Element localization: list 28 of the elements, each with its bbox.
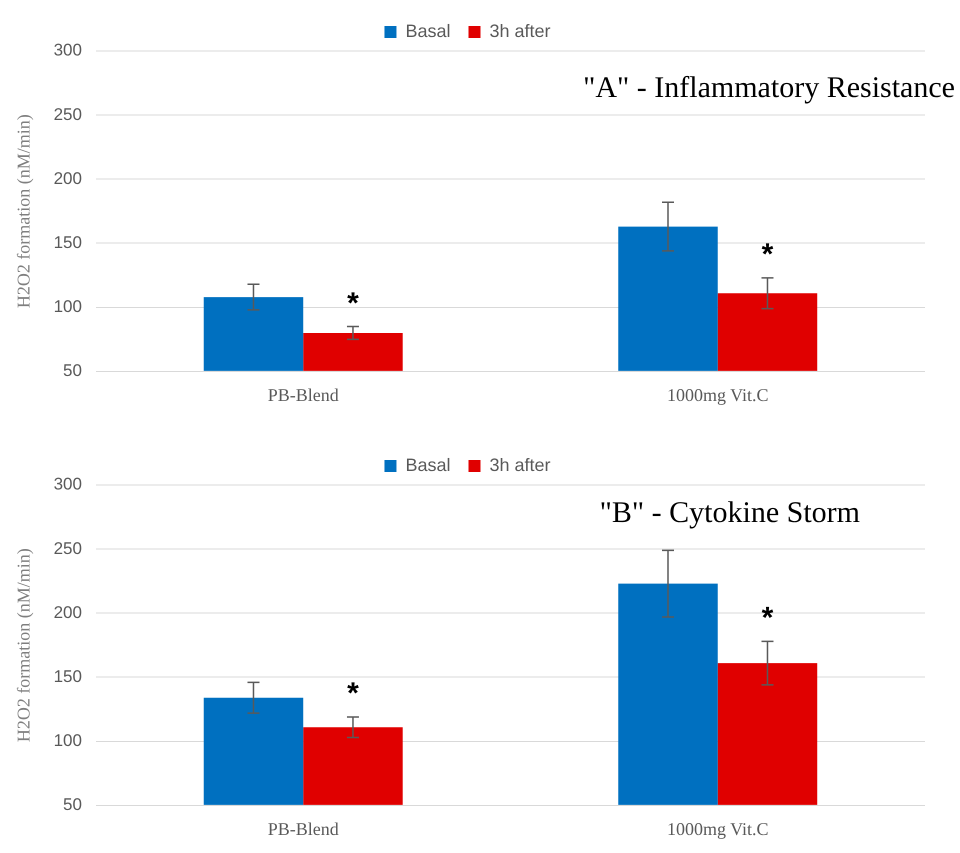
y-tick-label: 300: [54, 40, 82, 60]
legend-label: 3h after: [489, 454, 551, 475]
y-tick-label: 200: [54, 602, 82, 622]
y-tick-label: 300: [54, 474, 82, 494]
annotation: *: [762, 238, 774, 272]
legend-label: Basal: [405, 20, 450, 41]
y-tick-label: 250: [54, 538, 82, 558]
y-tick-label: 100: [54, 731, 82, 750]
legend-label: Basal: [405, 454, 450, 475]
y-tick-label: 250: [54, 104, 82, 124]
y-tick-label: 50: [63, 795, 82, 814]
y-axis-title: H2O2 formation (nM/min): [14, 548, 34, 742]
annotation: *: [347, 286, 360, 320]
x-tick-label: 1000mg Vit.C: [666, 818, 769, 839]
x-tick-label: 1000mg Vit.C: [666, 384, 769, 405]
y-tick-label: 150: [54, 232, 82, 252]
x-tick-label: PB-Blend: [268, 818, 339, 839]
y-axis-title: H2O2 formation (nM/min): [14, 114, 34, 308]
legend-label: 3h after: [489, 20, 551, 41]
annotation: *: [762, 602, 774, 635]
y-tick-label: 150: [54, 666, 82, 686]
chart-title: "B" - Cytokine Storm: [600, 496, 860, 529]
text: "A" - Inflammatory Resistance: [583, 70, 955, 104]
annotation: *: [347, 677, 360, 710]
x-tick-label: PB-Blend: [268, 384, 339, 405]
y-tick-label: 50: [63, 361, 82, 380]
y-tick-label: 100: [54, 297, 82, 316]
y-tick-label: 200: [54, 168, 82, 188]
